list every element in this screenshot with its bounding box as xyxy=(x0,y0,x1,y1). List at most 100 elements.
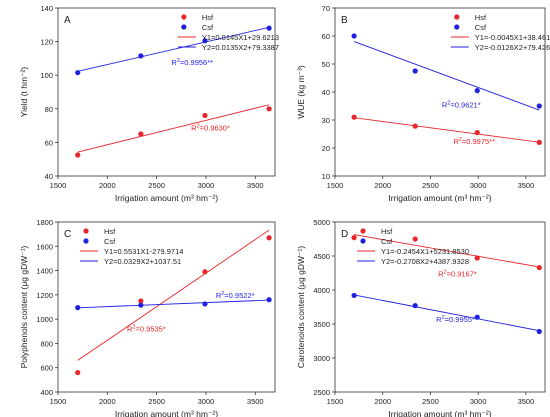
legend-marker-csf xyxy=(360,238,366,244)
r2-prefix: R xyxy=(453,137,459,146)
data-point-hsf xyxy=(75,369,81,376)
y-tick-label: 120 xyxy=(40,38,53,47)
r2-label-hsf: R2=0.9535* xyxy=(127,324,166,333)
data-point-hsf xyxy=(138,131,144,137)
x-tick-label: 2500 xyxy=(422,181,439,190)
r2-prefix: R xyxy=(442,100,448,109)
data-point-hsf xyxy=(536,264,542,271)
data-point-csf xyxy=(138,53,144,59)
y-tick-label: 1800 xyxy=(36,218,53,227)
data-point-hsf xyxy=(202,269,208,275)
legend-equation-hsf: Y1=-0.2454X1+5231.8530 xyxy=(381,247,469,256)
legend: HsfCsfY1=-0.2454X1+5231.8530Y2=-0.2708X2… xyxy=(357,227,469,266)
r2-value: =0.9956** xyxy=(180,58,213,67)
y-tick-label: 10 xyxy=(322,172,330,181)
panel-letter: D xyxy=(341,229,348,240)
y-axis-label: Carotenoids content (μg gDW⁻¹) xyxy=(296,246,306,368)
legend-marker-hsf xyxy=(360,228,366,234)
r2-sup: 2 xyxy=(177,58,180,64)
r2-sup: 2 xyxy=(132,324,135,330)
y-tick-label: 30 xyxy=(322,116,330,125)
data-point-csf xyxy=(351,292,357,299)
y-tick-label: 1600 xyxy=(36,242,53,251)
data-point-csf xyxy=(474,88,480,94)
legend-equation-csf: Y2=-0.0126X2+79.4261 xyxy=(475,43,550,52)
data-point-csf xyxy=(202,38,208,44)
fit-line-hsf xyxy=(354,234,540,268)
data-point-hsf xyxy=(138,298,144,304)
legend-label-csf: Csf xyxy=(202,23,214,32)
plot-frame xyxy=(334,221,546,393)
r2-prefix: R xyxy=(438,269,444,278)
x-tick-label: 3500 xyxy=(518,181,535,190)
data-point-csf xyxy=(138,302,144,308)
r2-sup: 2 xyxy=(444,269,447,275)
r2-prefix: R xyxy=(191,124,197,133)
data-point-hsf xyxy=(266,235,272,241)
data-point-csf xyxy=(412,68,418,74)
legend-equation-hsf: Y1=0.0145X1+29.6213 xyxy=(202,33,279,42)
series-hsf: R2=0.9167* xyxy=(351,234,542,278)
y-tick-label: 40 xyxy=(45,172,53,181)
y-tick-label: 20 xyxy=(322,144,330,153)
r2-value: =0.9955** xyxy=(445,315,478,324)
r2-value: =0.9167* xyxy=(447,269,477,278)
legend-marker-csf xyxy=(181,24,187,30)
y-tick-label: 60 xyxy=(322,32,330,41)
legend-marker-csf xyxy=(454,24,460,30)
r2-label-csf: R2=0.9621* xyxy=(442,100,481,109)
y-axis-label: Yield (t hm⁻²) xyxy=(19,67,29,118)
y-tick-label: 1000 xyxy=(36,315,53,324)
r2-prefix: R xyxy=(127,324,133,333)
x-axis-label: Irrigation amount (m³ hm⁻²) xyxy=(115,193,218,203)
r2-value: =0.9630* xyxy=(200,124,230,133)
series-hsf: R2=0.9630* xyxy=(75,104,272,158)
series-csf: R2=0.9522* xyxy=(75,291,272,311)
fit-line-hsf xyxy=(354,117,540,143)
y-tick-label: 70 xyxy=(322,4,330,13)
y-tick-label: 1200 xyxy=(36,291,53,300)
r2-label-hsf: R2=0.9167* xyxy=(438,269,477,278)
y-tick-label: 800 xyxy=(40,339,53,348)
panel-d: 1500 2000 2500 3000 3500 2500 3000 3500 4000 4500… xyxy=(296,218,546,417)
fit-line-csf xyxy=(353,41,540,111)
legend-marker-csf xyxy=(83,238,89,244)
legend-equation-csf: Y2=0.0329X2+1037.51 xyxy=(104,257,181,266)
r2-label-hsf: R2=0.9975** xyxy=(453,137,495,146)
plot-frame xyxy=(57,221,276,393)
data-point-csf xyxy=(202,301,208,307)
data-point-hsf xyxy=(412,123,418,129)
r2-sup: 2 xyxy=(221,291,224,297)
data-point-csf xyxy=(266,297,272,303)
r2-prefix: R xyxy=(436,315,442,324)
x-tick-label: 2000 xyxy=(374,397,391,406)
x-axis-label: Irrigation amount (m³ hm⁻²) xyxy=(388,193,491,203)
fit-line-hsf xyxy=(77,104,270,153)
y-axis-label: WUE (kg m⁻³) xyxy=(296,65,306,119)
x-tick-label: 3000 xyxy=(198,181,215,190)
r2-value: =0.9621* xyxy=(450,100,480,109)
r2-label-csf: R2=0.9956** xyxy=(171,58,213,67)
x-axis-label: Irrigation amount (m³ hm⁻²) xyxy=(388,409,491,417)
series-csf: R2=0.9955** xyxy=(351,292,542,335)
r2-value: =0.9522* xyxy=(224,291,254,300)
x-tick-label: 3000 xyxy=(198,397,215,406)
r2-value: =0.9535* xyxy=(136,324,166,333)
legend-equation-hsf: Y1=-0.0045X1+38.4614 xyxy=(475,33,550,42)
data-point-csf xyxy=(266,25,272,31)
y-tick-label: 2500 xyxy=(313,388,330,397)
data-point-csf xyxy=(412,303,418,309)
legend-label-hsf: Hsf xyxy=(104,227,116,236)
y-tick-label: 3000 xyxy=(313,354,330,363)
data-point-hsf xyxy=(202,112,208,119)
legend: HsfCsfY1=0.5531X1-279.9714Y2=0.0329X2+10… xyxy=(80,227,183,266)
r2-value: =0.9975** xyxy=(462,137,495,146)
y-tick-label: 100 xyxy=(40,71,53,80)
r2-prefix: R xyxy=(171,58,177,67)
fit-line-csf xyxy=(354,294,540,332)
fit-line-hsf xyxy=(77,229,270,361)
y-tick-label: 3500 xyxy=(313,320,330,329)
legend-label-hsf: Hsf xyxy=(381,227,393,236)
data-point-hsf xyxy=(412,236,418,242)
